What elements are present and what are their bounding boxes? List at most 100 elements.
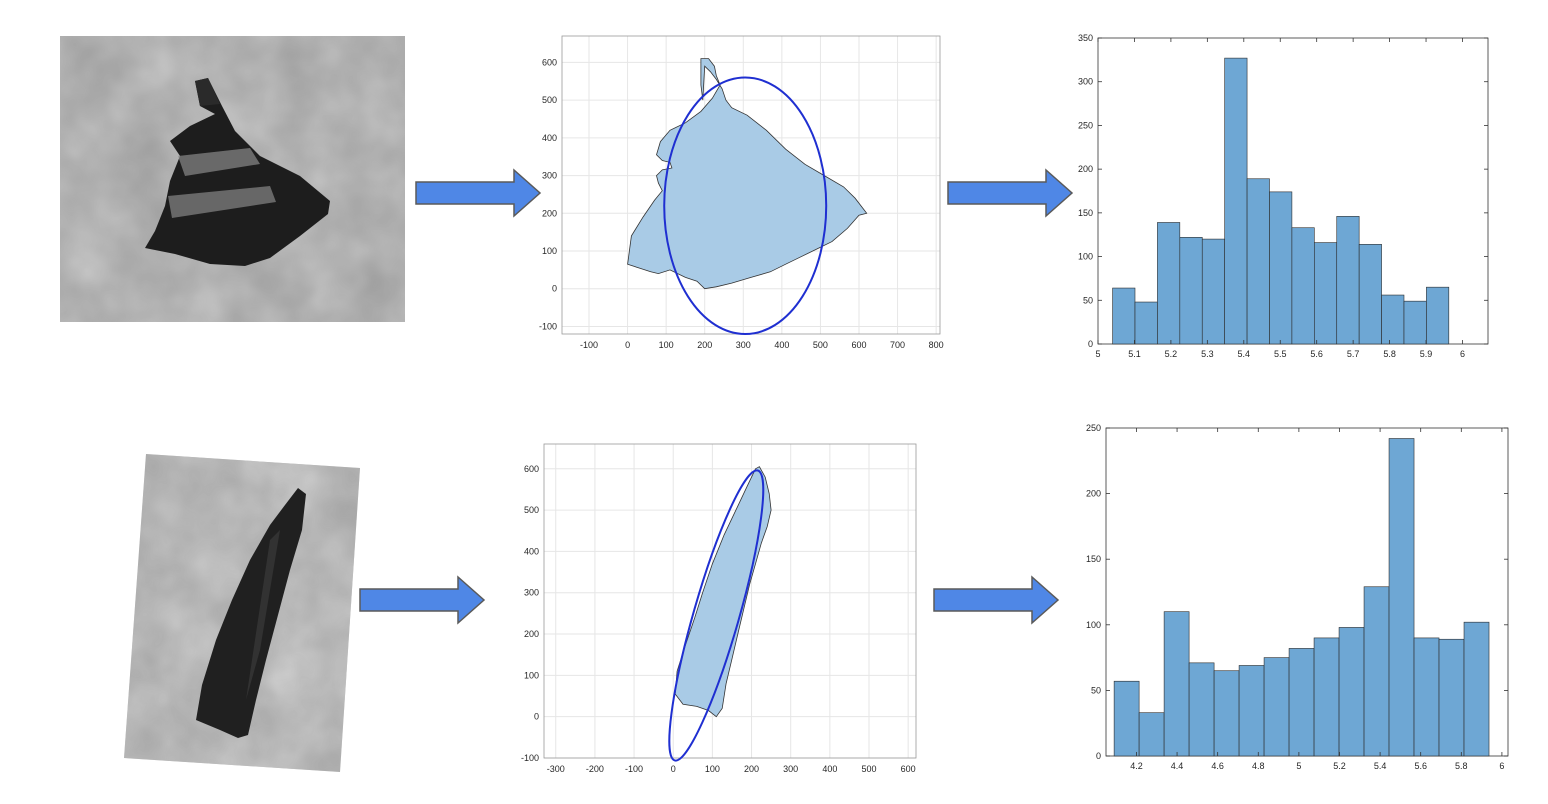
y-tick-label: 200: [1078, 164, 1093, 174]
y-tick-label: 100: [1078, 252, 1093, 262]
grain-outline-shape: [627, 58, 868, 290]
x-tick-label: 400: [822, 764, 837, 774]
histogram-bar: [1113, 680, 1140, 757]
x-tick-label: 300: [783, 764, 798, 774]
y-tick-label: 0: [534, 712, 539, 722]
x-tick-label: 5.6: [1414, 761, 1427, 771]
grain-dark-region-bottom: [196, 488, 306, 738]
x-tick-label: 5.4: [1238, 349, 1251, 358]
y-tick-label: 0: [1096, 751, 1101, 761]
y-tick-label: 400: [542, 133, 557, 143]
y-tick-label: 150: [1078, 208, 1093, 218]
histogram-bar: [1336, 216, 1360, 345]
histogram-bar: [1188, 662, 1215, 757]
x-tick-label: 0: [671, 764, 676, 774]
x-tick-label: 6: [1499, 761, 1504, 771]
histogram-bar: [1179, 237, 1203, 345]
x-tick-label: 5.4: [1374, 761, 1387, 771]
histogram-bar: [1288, 648, 1315, 757]
x-tick-label: -300: [547, 764, 565, 774]
y-tick-label: 150: [1086, 554, 1101, 564]
x-tick-label: 4.4: [1171, 761, 1184, 771]
histogram-bar: [1224, 57, 1248, 345]
histogram-bar: [1157, 222, 1181, 345]
grain-outline-shape: [674, 466, 772, 718]
x-tick-label: 5.8: [1455, 761, 1468, 771]
y-tick-label: 250: [1078, 120, 1093, 130]
x-tick-label: -100: [625, 764, 643, 774]
x-tick-label: 200: [697, 340, 712, 350]
y-tick-label: 600: [542, 57, 557, 67]
histogram-bar: [1363, 586, 1390, 757]
y-tick-label: 200: [542, 208, 557, 218]
arrow-right-icon: [933, 575, 1060, 625]
histogram-bar: [1403, 300, 1427, 345]
x-tick-label: -100: [580, 340, 598, 350]
y-tick-label: 500: [542, 95, 557, 105]
histogram-bar: [1381, 294, 1405, 345]
x-tick-label: 700: [890, 340, 905, 350]
y-tick-label: -100: [539, 321, 557, 331]
y-tick-label: 600: [524, 464, 539, 474]
x-tick-label: 5.8: [1383, 349, 1396, 358]
histogram-bar: [1246, 178, 1270, 345]
histogram-bar: [1413, 637, 1440, 757]
shape-plot-bottom: -300 -200 -100 0 100 200 300 400 500 600 -100 0 100 2…: [521, 443, 917, 774]
x-tick-label: 5.5: [1274, 349, 1287, 358]
x-tick-label: 400: [774, 340, 789, 350]
y-tick-label: 300: [524, 588, 539, 598]
histogram-bar: [1438, 638, 1465, 757]
x-tick-label: 6: [1460, 349, 1465, 358]
plot-frame: [543, 443, 917, 759]
histogram-bar: [1263, 657, 1290, 757]
histogram-bar: [1358, 244, 1382, 345]
x-tick-label: 5: [1296, 761, 1301, 771]
histogram-bar: [1388, 438, 1415, 757]
x-tick-label: 5.3: [1201, 349, 1214, 358]
y-tick-label: 250: [1086, 423, 1101, 433]
y-tick-label: 0: [1088, 339, 1093, 349]
x-tick-label: 4.2: [1130, 761, 1143, 771]
y-tick-label: 300: [1078, 77, 1093, 87]
x-tick-label: 5.6: [1310, 349, 1323, 358]
arrow-right-icon: [947, 168, 1074, 218]
y-tick-label: 100: [1086, 620, 1101, 630]
histogram-bar: [1314, 242, 1338, 345]
y-tick-label: 100: [542, 246, 557, 256]
y-tick-label: 400: [524, 546, 539, 556]
histogram-bottom: 4.2 4.4 4.6 4.8 5 5.2 5.4 5.6 5.8 6 0 50 100 150 200 25…: [1086, 423, 1509, 771]
histogram-bar: [1313, 637, 1340, 757]
x-tick-label: 5.1: [1128, 349, 1141, 358]
histogram-bar: [1463, 621, 1490, 757]
x-tick-label: 4.8: [1252, 761, 1265, 771]
y-tick-label: 500: [524, 505, 539, 515]
shape-plot-top: -100 0 100 200 300 400 500 600 700 800 -100 0 100 200…: [539, 35, 944, 350]
x-tick-label: 5.2: [1165, 349, 1178, 358]
histogram-bar: [1269, 191, 1293, 345]
y-tick-label: 100: [524, 670, 539, 680]
x-tick-label: 0: [625, 340, 630, 350]
micrograph-image-top: [60, 36, 405, 322]
x-tick-label: 5: [1095, 349, 1100, 358]
fitted-ellipse: [663, 76, 828, 335]
y-tick-label: 200: [524, 629, 539, 639]
histogram-bar: [1213, 670, 1240, 757]
arrow-right-icon: [359, 575, 486, 625]
y-tick-label: 50: [1083, 295, 1093, 305]
histogram-bar: [1163, 611, 1190, 757]
x-tick-label: 500: [813, 340, 828, 350]
x-tick-label: 200: [744, 764, 759, 774]
histogram-bar: [1338, 627, 1365, 757]
histogram-bar: [1291, 227, 1315, 345]
histogram-top: 5 5.1 5.2 5.3 5.4 5.5 5.6 5.7 5.8 5.9 6 0 50 100 150 20…: [1078, 33, 1489, 358]
x-tick-label: -200: [586, 764, 604, 774]
histogram-bar: [1134, 301, 1158, 345]
x-tick-label: 500: [861, 764, 876, 774]
x-tick-label: 100: [659, 340, 674, 350]
histogram-bar: [1201, 238, 1225, 345]
y-tick-label: 300: [542, 171, 557, 181]
y-tick-label: 350: [1078, 33, 1093, 43]
micrograph-image-bottom: [124, 454, 360, 772]
x-tick-label: 600: [851, 340, 866, 350]
x-tick-label: 5.2: [1333, 761, 1346, 771]
